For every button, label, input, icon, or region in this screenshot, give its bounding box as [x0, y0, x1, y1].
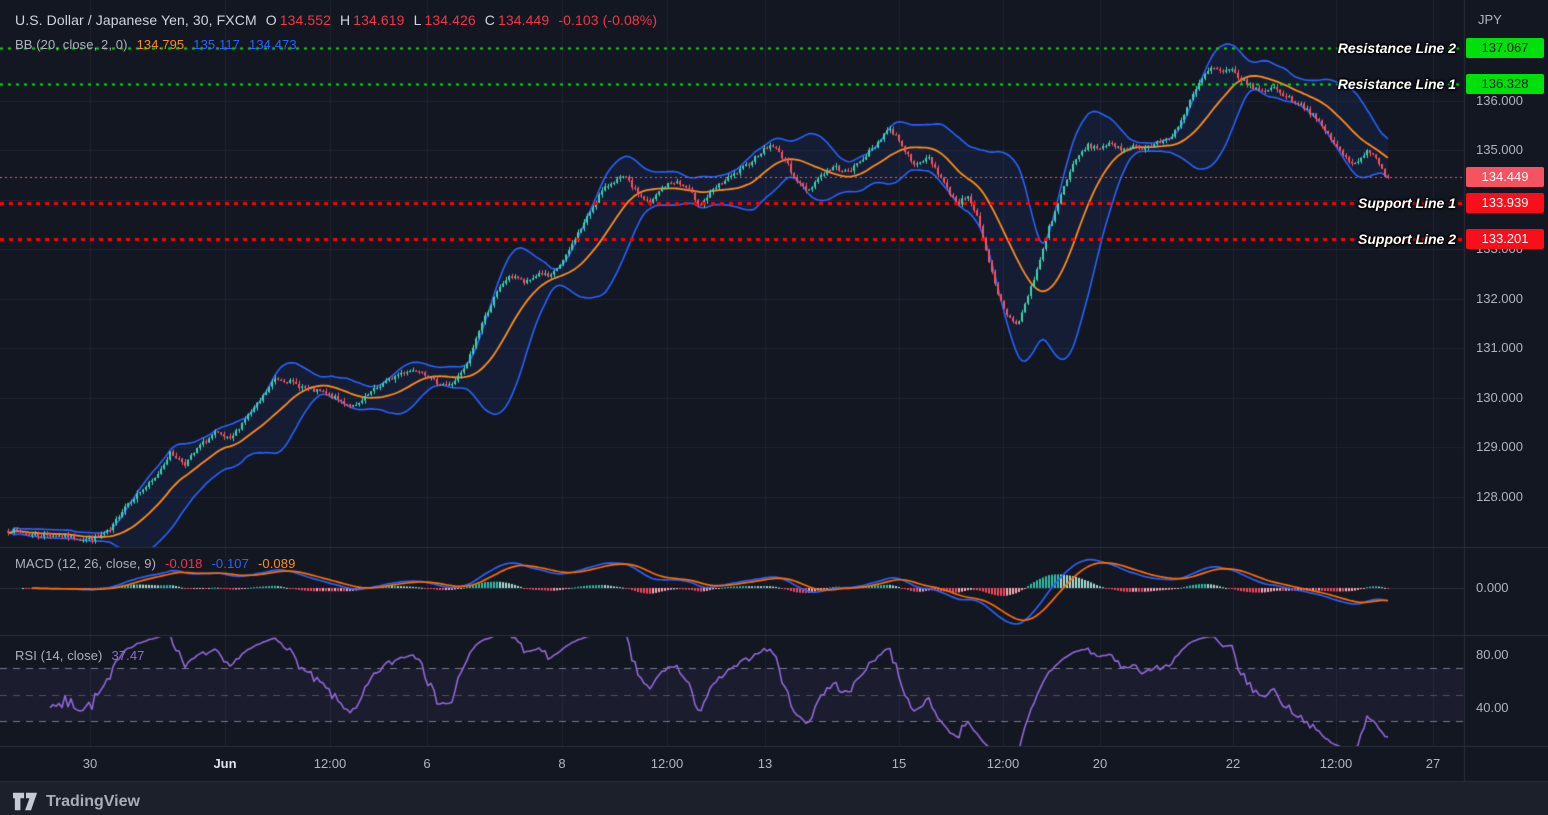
time-tick: 12:00 — [650, 756, 684, 771]
price-tick: 128.000 — [1476, 488, 1523, 504]
ohlc-open-value: 134.552 — [279, 12, 332, 28]
support-line-2-badge: 133.201 — [1466, 229, 1544, 250]
rsi-value: 37.47 — [111, 648, 145, 663]
last-price-badge: 134.449 — [1466, 167, 1544, 188]
time-tick: 30 — [82, 756, 98, 771]
support-line-2-label[interactable]: Support Line 2 — [1358, 231, 1456, 248]
support-line-1-badge: 133.939 — [1466, 192, 1544, 213]
time-tick: Jun — [213, 756, 237, 771]
macd-legend[interactable]: MACD (12, 26, close, 9) -0.018 -0.107 -0.08… — [15, 556, 295, 571]
support-line-1-label[interactable]: Support Line 1 — [1358, 194, 1456, 211]
macd-line-value: -0.107 — [211, 556, 249, 571]
bb-label: BB (20, close, 2, 0) — [15, 37, 128, 52]
time-tick: 22 — [1225, 756, 1241, 771]
bb-basis-value: 134.795 — [136, 37, 185, 52]
resistance-line-2-badge: 137.067 — [1466, 37, 1544, 58]
rsi-label: RSI (14, close) — [15, 648, 103, 663]
macd-signal-value: -0.089 — [257, 556, 296, 571]
symbol-legend[interactable]: U.S. Dollar / Japanese Yen, 30, FXCM O 134… — [15, 12, 657, 28]
ohlc-high-value: 134.619 — [353, 12, 405, 28]
rsi-legend[interactable]: RSI (14, close) 37.47 — [15, 648, 145, 663]
ohlc-low-label: L — [413, 12, 422, 28]
tradingview-logo[interactable]: TradingView — [13, 791, 140, 812]
symbol-title: U.S. Dollar / Japanese Yen, 30, FXCM — [15, 12, 257, 28]
time-tick: 6 — [423, 756, 431, 771]
rsi-80-tick: 80.00 — [1476, 647, 1509, 662]
time-tick: 12:00 — [986, 756, 1020, 771]
currency-label: JPY — [1478, 12, 1502, 27]
rsi-40-tick: 40.00 — [1476, 700, 1509, 715]
time-tick: 12:00 — [313, 756, 347, 771]
resistance-line-2-label[interactable]: Resistance Line 2 — [1337, 39, 1456, 56]
macd-zero-tick: 0.000 — [1476, 580, 1509, 595]
time-tick: 13 — [757, 756, 773, 771]
time-tick: 8 — [558, 756, 566, 771]
price-tick: 131.000 — [1476, 340, 1523, 355]
ohlc-open-label: O — [265, 12, 277, 28]
ohlc-close-label: C — [484, 12, 495, 28]
ohlc-low-value: 134.426 — [424, 12, 476, 28]
time-tick: 27 — [1425, 756, 1441, 771]
price-tick: 135.000 — [1476, 142, 1523, 157]
change-value: -0.103 (-0.08%) — [558, 12, 658, 28]
macd-label: MACD (12, 26, close, 9) — [15, 556, 157, 571]
ohlc-high-label: H — [340, 12, 351, 28]
price-tick: 136.000 — [1476, 92, 1523, 108]
price-tick: 132.000 — [1476, 290, 1523, 306]
resistance-line-1-label[interactable]: Resistance Line 1 — [1337, 76, 1456, 93]
time-tick: 20 — [1092, 756, 1108, 771]
macd-hist-value: -0.018 — [165, 556, 203, 571]
resistance-line-1-badge: 136.328 — [1466, 74, 1544, 95]
bb-legend[interactable]: BB (20, close, 2, 0) 134.795 135.117 134.47… — [15, 37, 297, 52]
price-tick: 129.000 — [1476, 439, 1523, 454]
ohlc-close-value: 134.449 — [498, 12, 550, 28]
time-tick: 15 — [891, 756, 907, 771]
bb-lower-value: 134.473 — [249, 37, 297, 52]
tradingview-icon — [13, 792, 38, 811]
bb-upper-value: 135.117 — [193, 37, 240, 52]
time-tick: 12:00 — [1319, 756, 1353, 771]
tradingview-text: TradingView — [46, 792, 140, 810]
price-tick: 130.000 — [1476, 389, 1523, 405]
